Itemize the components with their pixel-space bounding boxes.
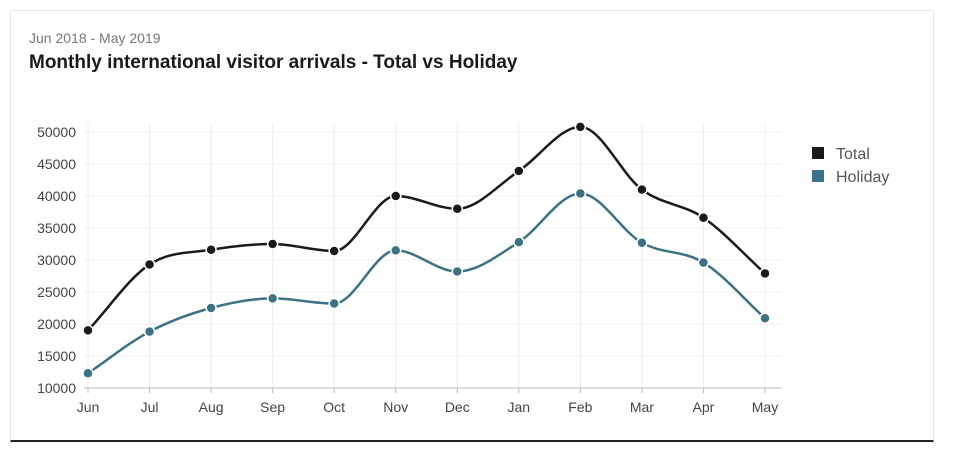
- y-tick-label: 20000: [37, 316, 76, 332]
- data-point-total: [574, 121, 587, 133]
- data-point-total: [389, 190, 402, 202]
- y-tick-label: 45000: [37, 156, 76, 172]
- data-point-total: [328, 245, 340, 257]
- legend-label-total: Total: [836, 146, 870, 163]
- series-group: [82, 121, 771, 380]
- data-point-holiday: [759, 312, 771, 324]
- y-tick-label: 40000: [37, 188, 76, 204]
- y-tick-label: 35000: [37, 220, 76, 236]
- legend-swatch-total: [812, 147, 824, 159]
- grid-lines: [84, 124, 782, 389]
- data-point-total: [205, 244, 217, 256]
- legend: Total Holiday: [812, 146, 889, 186]
- y-axis: 10000 15000 20000 25000 30000 35000 40000 45000…: [37, 124, 76, 396]
- chart-title: Monthly international visitor arrivals -…: [29, 52, 518, 73]
- data-point-holiday: [205, 302, 217, 314]
- data-point-holiday: [389, 244, 402, 257]
- x-axis: Jun Jul Aug Sep Oct Nov Dec Jan Feb Mar Apr May: [77, 387, 782, 415]
- data-point-total: [143, 258, 156, 271]
- x-tick-label: Dec: [445, 399, 470, 415]
- data-point-total: [82, 324, 94, 337]
- legend-swatch-holiday: [812, 170, 824, 182]
- y-tick-label: 25000: [37, 284, 76, 300]
- x-tick-label: Sep: [260, 399, 285, 415]
- series-line-holiday: [87, 192, 766, 375]
- data-point-total: [266, 238, 279, 250]
- x-tick-label: Nov: [383, 399, 408, 415]
- y-tick-label: 10000: [37, 380, 76, 396]
- data-point-holiday: [574, 187, 587, 200]
- x-tick-label: Jun: [77, 399, 100, 415]
- x-tick-label: Feb: [568, 399, 592, 415]
- data-point-total: [697, 212, 710, 224]
- chart-subtitle: Jun 2018 - May 2019: [29, 30, 161, 46]
- data-point-total: [759, 267, 771, 280]
- x-tick-label: May: [752, 399, 778, 415]
- data-point-holiday: [143, 325, 156, 338]
- data-point-total: [513, 165, 525, 177]
- data-point-total: [636, 183, 648, 196]
- data-point-holiday: [266, 292, 279, 305]
- series-line-total: [87, 125, 766, 332]
- data-point-total: [451, 203, 464, 215]
- data-point-holiday: [636, 236, 648, 249]
- x-tick-label: Aug: [199, 399, 224, 415]
- x-tick-label: Oct: [323, 399, 345, 415]
- legend-label-holiday: Holiday: [836, 169, 889, 186]
- data-point-holiday: [82, 367, 94, 380]
- x-tick-label: Mar: [630, 399, 654, 415]
- x-tick-label: Apr: [693, 399, 715, 415]
- x-tick-label: Jul: [141, 399, 159, 415]
- data-point-holiday: [451, 265, 464, 278]
- data-point-holiday: [513, 236, 525, 248]
- data-point-holiday: [697, 256, 710, 269]
- y-tick-label: 15000: [37, 348, 76, 364]
- data-point-holiday: [328, 297, 340, 310]
- y-tick-label: 30000: [37, 252, 76, 268]
- y-tick-label: 50000: [37, 124, 76, 140]
- chart-card: [10, 10, 934, 442]
- x-tick-label: Jan: [508, 399, 531, 415]
